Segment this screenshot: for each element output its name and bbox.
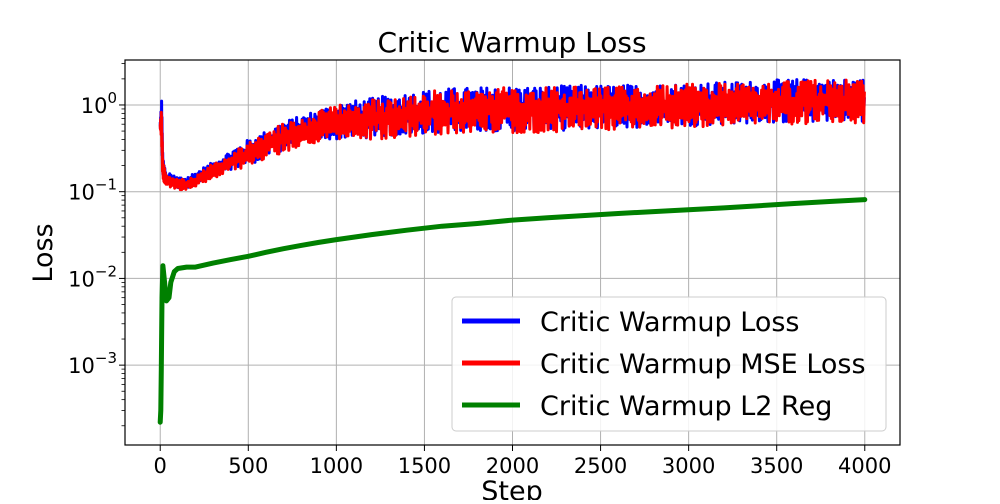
x-tick-label: 2000 xyxy=(486,454,539,478)
y-tick-label: 10−2 xyxy=(68,262,117,291)
chart-title: Critic Warmup Loss xyxy=(377,26,646,59)
y-tick-exponent: 0 xyxy=(107,89,117,107)
x-tick-label: 1000 xyxy=(310,454,363,478)
x-tick-label: 2500 xyxy=(574,454,627,478)
x-tick-label: 3000 xyxy=(662,454,715,478)
y-tick-exponent: −3 xyxy=(95,349,117,367)
y-tick-label: 100 xyxy=(81,89,117,118)
y-tick-base: 10 xyxy=(81,94,108,118)
legend-label: Critic Warmup L2 Reg xyxy=(540,391,832,422)
x-tick-label: 3500 xyxy=(750,454,803,478)
x-tick-label: 0 xyxy=(154,454,167,478)
x-axis-label: Step xyxy=(481,476,542,500)
y-tick-base: 10 xyxy=(68,267,95,291)
axis-ticks: 0 500 1000 1500 2000 2500 3000 3500 400010−310−2… xyxy=(68,63,891,478)
legend: Critic Warmup Loss Critic Warmup MSE Loss… xyxy=(451,296,887,432)
y-tick-base: 10 xyxy=(68,354,95,378)
legend-label: Critic Warmup MSE Loss xyxy=(540,349,866,380)
y-tick-label: 10−1 xyxy=(68,176,117,205)
y-tick-exponent: −2 xyxy=(95,262,117,280)
y-tick-label: 10−3 xyxy=(68,349,117,378)
x-tick-label: 4000 xyxy=(838,454,891,478)
series-line xyxy=(158,78,866,192)
plot-series xyxy=(157,78,868,425)
y-axis-label: Loss xyxy=(28,223,59,282)
y-tick-exponent: −1 xyxy=(95,176,117,194)
x-tick-label: 1500 xyxy=(398,454,451,478)
series-line xyxy=(157,197,868,425)
y-tick-base: 10 xyxy=(68,181,95,205)
legend-label: Critic Warmup Loss xyxy=(540,307,799,338)
x-tick-label: 500 xyxy=(228,454,268,478)
legend-box xyxy=(451,296,887,432)
